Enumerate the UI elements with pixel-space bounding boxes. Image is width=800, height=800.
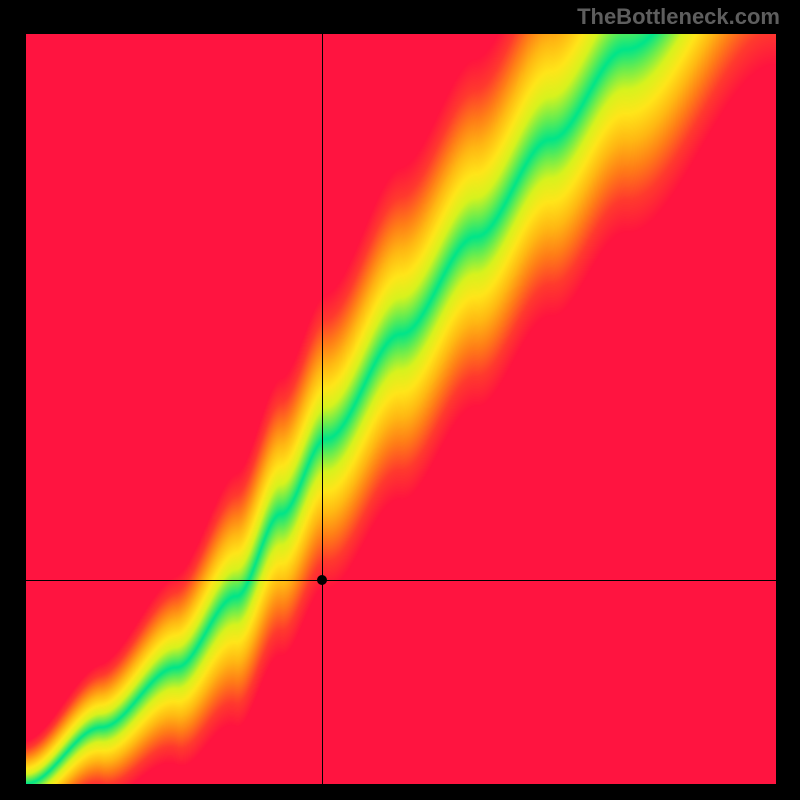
heatmap-plot (26, 34, 776, 784)
crosshair-point[interactable] (317, 575, 327, 585)
crosshair-vertical (322, 34, 323, 784)
watermark-text: TheBottleneck.com (577, 4, 780, 30)
heatmap-canvas (26, 34, 776, 784)
crosshair-horizontal (26, 580, 776, 581)
